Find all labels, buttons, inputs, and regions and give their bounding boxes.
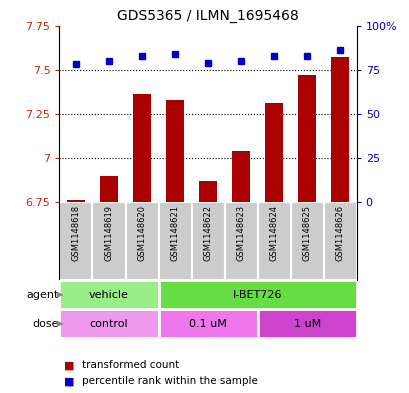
Text: GSM1148618: GSM1148618 bbox=[71, 205, 80, 261]
Text: percentile rank within the sample: percentile rank within the sample bbox=[82, 376, 257, 386]
Bar bbox=[264, 103, 283, 202]
Bar bbox=[92, 202, 125, 280]
Text: agent: agent bbox=[26, 290, 58, 300]
Bar bbox=[59, 309, 158, 338]
Bar bbox=[125, 202, 158, 280]
Bar bbox=[191, 202, 224, 280]
Bar bbox=[257, 202, 290, 280]
Text: ■: ■ bbox=[63, 360, 74, 371]
Text: GSM1148620: GSM1148620 bbox=[137, 205, 146, 261]
Text: ■: ■ bbox=[63, 376, 74, 386]
Bar bbox=[59, 202, 92, 280]
Bar bbox=[198, 181, 217, 202]
Text: GSM1148623: GSM1148623 bbox=[236, 205, 245, 261]
Bar bbox=[67, 200, 85, 202]
Text: dose: dose bbox=[32, 319, 58, 329]
Bar bbox=[257, 309, 356, 338]
Text: 0.1 uM: 0.1 uM bbox=[189, 319, 227, 329]
Text: control: control bbox=[90, 319, 128, 329]
Bar bbox=[133, 94, 151, 202]
Text: GSM1148619: GSM1148619 bbox=[104, 205, 113, 261]
Bar bbox=[224, 202, 257, 280]
Text: transformed count: transformed count bbox=[82, 360, 179, 371]
Bar bbox=[166, 100, 184, 202]
Bar bbox=[158, 309, 257, 338]
Text: GSM1148624: GSM1148624 bbox=[269, 205, 278, 261]
Text: I-BET726: I-BET726 bbox=[232, 290, 282, 300]
Bar bbox=[59, 280, 158, 309]
Bar bbox=[231, 151, 249, 202]
Text: vehicle: vehicle bbox=[89, 290, 128, 300]
Bar bbox=[158, 202, 191, 280]
Bar bbox=[297, 75, 315, 202]
Bar bbox=[323, 202, 356, 280]
Bar bbox=[330, 57, 348, 202]
Text: GSM1148621: GSM1148621 bbox=[170, 205, 179, 261]
Text: GSM1148626: GSM1148626 bbox=[335, 205, 344, 261]
Bar bbox=[290, 202, 323, 280]
Bar bbox=[158, 280, 356, 309]
Text: GSM1148625: GSM1148625 bbox=[302, 205, 311, 261]
Bar bbox=[100, 176, 118, 202]
Text: GSM1148622: GSM1148622 bbox=[203, 205, 212, 261]
Text: 1 uM: 1 uM bbox=[293, 319, 320, 329]
Title: GDS5365 / ILMN_1695468: GDS5365 / ILMN_1695468 bbox=[117, 9, 298, 23]
